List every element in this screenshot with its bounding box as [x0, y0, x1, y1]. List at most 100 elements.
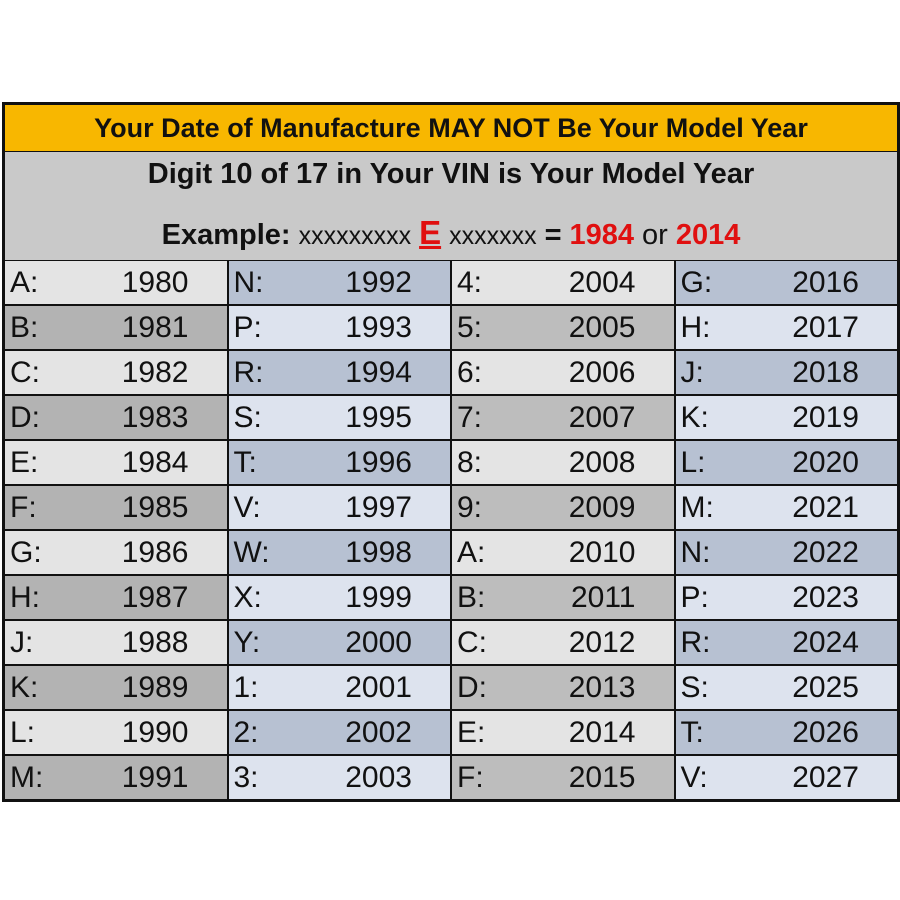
model-year: 1998 — [345, 535, 412, 569]
model-year: 2020 — [792, 445, 859, 479]
table-cell: K: 1989 — [5, 666, 227, 709]
table-cell: D: 2013 — [452, 666, 674, 709]
model-year: 2015 — [568, 760, 636, 794]
table-cell: C: 1982 — [5, 351, 227, 394]
model-year: 1986 — [121, 535, 189, 569]
model-year: 2006 — [568, 355, 636, 389]
vin-code: P: — [680, 580, 709, 614]
vin-code: J: — [680, 355, 704, 389]
model-year: 2005 — [568, 310, 636, 344]
vin-code: A: — [10, 265, 39, 299]
vin-code: R: — [680, 625, 711, 659]
vin-code: 7: — [457, 400, 483, 434]
vin-code: N: — [680, 535, 711, 569]
table-cell: E: 1984 — [5, 441, 227, 484]
example-suffix: xxxxxxx — [449, 222, 537, 250]
table-cell: J: 2018 — [675, 351, 897, 394]
vin-code: G: — [680, 265, 713, 299]
model-year: 1990 — [121, 715, 189, 749]
vin-code: C: — [457, 625, 487, 659]
table-cell: G: 2016 — [675, 261, 897, 304]
model-year: 2025 — [792, 670, 859, 704]
model-year: 1981 — [121, 310, 189, 344]
table-cell: H: 1987 — [5, 576, 227, 619]
vin-code: D: — [10, 400, 40, 434]
model-year: 2023 — [792, 580, 859, 614]
model-year: 2026 — [792, 715, 859, 749]
model-year: 2024 — [792, 625, 859, 659]
model-year: 1992 — [345, 265, 412, 299]
model-year: 2014 — [568, 715, 636, 749]
table-cell: 9: 2009 — [452, 486, 674, 529]
table-cell: 4: 2004 — [452, 261, 674, 304]
table-cell: 2: 2002 — [228, 711, 450, 754]
table-cell: 5: 2005 — [452, 306, 674, 349]
table-cell: M: 1991 — [5, 756, 227, 799]
table-cell: D: 1983 — [5, 396, 227, 439]
subtitle: Digit 10 of 17 in Your VIN is Your Model… — [147, 158, 755, 190]
table-cell: R: 2024 — [675, 621, 897, 664]
table-cell: 6: 2006 — [452, 351, 674, 394]
table-cell: V: 2027 — [675, 756, 897, 799]
vin-code: 6: — [457, 355, 483, 389]
vin-code: J: — [10, 625, 34, 659]
model-year: 2021 — [792, 490, 859, 524]
vin-code: L: — [10, 715, 36, 749]
model-year: 1989 — [121, 670, 189, 704]
model-year: 1996 — [345, 445, 412, 479]
example-label: Example: — [161, 219, 291, 251]
table-cell: J: 1988 — [5, 621, 227, 664]
vin-code: 3: — [233, 760, 259, 794]
example-equals: = — [544, 219, 562, 251]
vin-code: T: — [680, 715, 704, 749]
table-cell: M: 2021 — [675, 486, 897, 529]
vin-code: M: — [680, 490, 714, 524]
table-cell: 8: 2008 — [452, 441, 674, 484]
model-year: 1982 — [121, 355, 189, 389]
year-grid: A: 1980 N: 1992 4: 2004 G: 2016 B: 1981 P: 1993 5: 20… — [5, 261, 897, 799]
subheader: Digit 10 of 17 in Your VIN is Your Model… — [5, 152, 897, 260]
table-cell: H: 2017 — [675, 306, 897, 349]
table-cell: L: 1990 — [5, 711, 227, 754]
vin-code: S: — [680, 670, 709, 704]
table-cell: A: 1980 — [5, 261, 227, 304]
model-year: 2012 — [568, 625, 636, 659]
table-cell: F: 2015 — [452, 756, 674, 799]
model-year: 2011 — [570, 580, 636, 614]
model-year: 1988 — [121, 625, 189, 659]
model-year: 2019 — [792, 400, 859, 434]
model-year: 2002 — [345, 715, 412, 749]
model-year: 2022 — [792, 535, 859, 569]
model-year: 1994 — [345, 355, 412, 389]
table-cell: S: 2025 — [675, 666, 897, 709]
table-cell: B: 2011 — [452, 576, 674, 619]
vin-code: G: — [10, 535, 42, 569]
table-cell: R: 1994 — [228, 351, 450, 394]
vin-code: 4: — [457, 265, 483, 299]
vin-code: V: — [680, 760, 708, 794]
vin-code: S: — [233, 400, 262, 434]
vin-code: M: — [10, 760, 44, 794]
model-year: 1991 — [121, 760, 189, 794]
model-year: 1993 — [345, 310, 412, 344]
table-cell: X: 1999 — [228, 576, 450, 619]
table-cell: C: 2012 — [452, 621, 674, 664]
model-year: 2018 — [792, 355, 859, 389]
vin-code: L: — [680, 445, 706, 479]
model-year: 2027 — [792, 760, 859, 794]
table-cell: W: 1998 — [228, 531, 450, 574]
table-cell: F: 1985 — [5, 486, 227, 529]
vin-code: V: — [233, 490, 261, 524]
vin-code: E: — [10, 445, 39, 479]
table-cell: T: 1996 — [228, 441, 450, 484]
table-cell: V: 1997 — [228, 486, 450, 529]
model-year: 1980 — [121, 265, 189, 299]
model-year: 2009 — [568, 490, 636, 524]
title: Your Date of Manufacture MAY NOT Be Your… — [5, 105, 897, 151]
vin-code: 9: — [457, 490, 483, 524]
vin-code: K: — [10, 670, 39, 704]
vin-code: 8: — [457, 445, 483, 479]
vin-year-table: Your Date of Manufacture MAY NOT Be Your… — [2, 102, 900, 802]
